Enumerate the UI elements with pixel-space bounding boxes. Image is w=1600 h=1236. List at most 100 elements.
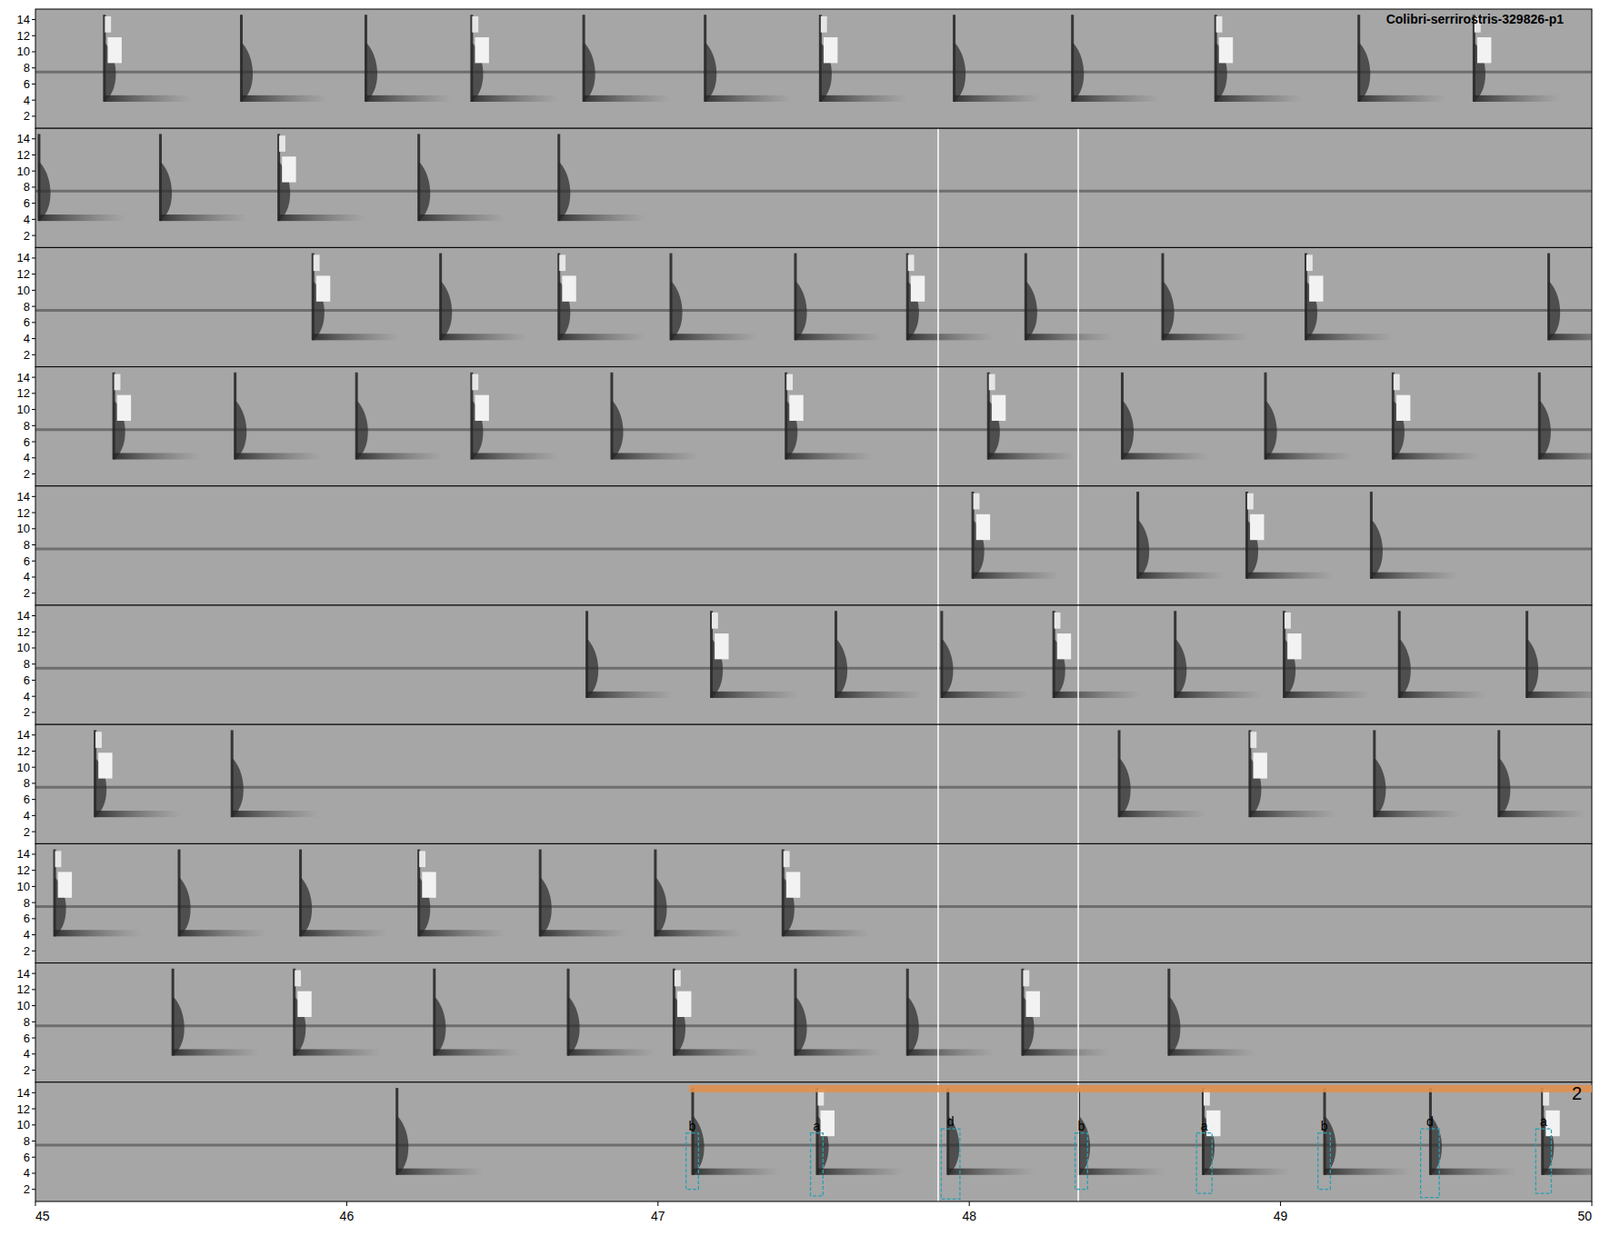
annotation-box (1318, 1133, 1331, 1190)
y-tick-label: 4 (23, 93, 30, 108)
y-tick-label: 14 (17, 1086, 30, 1100)
y-tick-label: 8 (23, 60, 30, 75)
y-tick-label: 4 (23, 690, 30, 704)
call-body (1358, 43, 1370, 102)
call-tail (1430, 1169, 1518, 1176)
annotation-label: 2 (1571, 1083, 1582, 1104)
call-body (418, 162, 430, 221)
y-tick (31, 799, 36, 800)
call-tail (940, 691, 1029, 699)
panel-frame (35, 128, 1592, 248)
panel-background (35, 724, 1592, 844)
y-tick-label: 8 (23, 1015, 30, 1030)
call-body (1119, 759, 1131, 818)
y-tick (31, 989, 36, 990)
call (690, 1088, 780, 1176)
y-tick (31, 290, 36, 291)
y-tick (31, 902, 36, 904)
panel: 2468101214 (17, 486, 1592, 606)
annotation-box (1420, 1129, 1440, 1198)
call (417, 133, 506, 221)
call-tail (907, 333, 995, 340)
call (1398, 610, 1487, 699)
y-tick-label: 8 (23, 419, 30, 433)
panel: 2468101214 (17, 843, 1592, 963)
box-label: a (813, 1119, 821, 1134)
y-tick (31, 441, 36, 443)
call (1167, 969, 1256, 1057)
call-highlight (1309, 275, 1323, 301)
y-tick (31, 457, 36, 459)
call-cap (471, 374, 479, 391)
y-tick (31, 576, 36, 578)
y-tick-label: 6 (23, 315, 30, 330)
call-body (704, 43, 717, 102)
call-body (568, 998, 580, 1057)
call-highlight (421, 871, 436, 898)
call-body (1548, 282, 1560, 341)
call-tail (1539, 452, 1592, 460)
y-tick-label: 4 (23, 570, 30, 584)
call-highlight (786, 871, 800, 898)
call-tail (1324, 1169, 1412, 1176)
box-label: b (689, 1119, 697, 1134)
call-tail (396, 1169, 484, 1176)
y-tick-label: 10 (17, 999, 30, 1013)
call-cap (294, 970, 301, 988)
marker-line (937, 1082, 940, 1202)
y-tick-label: 10 (17, 44, 30, 59)
y-tick (31, 154, 36, 156)
call (784, 372, 873, 460)
call-highlight (98, 752, 112, 779)
y-tick-label: 12 (17, 29, 30, 43)
box-label: a (1540, 1114, 1548, 1130)
call-cap (1393, 374, 1400, 391)
y-tick (31, 19, 36, 20)
y-tick (31, 680, 36, 681)
y-tick (31, 409, 36, 410)
panel-background (35, 486, 1592, 606)
call-tail (293, 1049, 381, 1056)
panel-frame (35, 605, 1592, 725)
call (1472, 14, 1561, 102)
y-tick-label: 10 (17, 283, 30, 298)
y-tick (31, 631, 36, 633)
call-cap (55, 850, 62, 868)
call-tail (710, 691, 799, 699)
y-tick-label: 4 (23, 809, 30, 823)
y-tick-label: 2 (23, 109, 30, 123)
y-tick-label: 12 (17, 386, 30, 400)
call-body (1174, 640, 1187, 699)
y-tick (31, 934, 36, 936)
call-tail (820, 95, 908, 102)
call (299, 850, 388, 938)
call-tail (240, 95, 329, 102)
y-tick (31, 1092, 36, 1094)
marker-line (937, 247, 940, 367)
call (793, 969, 882, 1057)
y-tick-label: 6 (23, 1031, 30, 1046)
call-body (440, 282, 452, 341)
y-tick (31, 663, 36, 665)
call-tail (704, 95, 792, 102)
call-cap (313, 254, 320, 271)
panel: 2468101214 (17, 724, 1592, 844)
call-highlight (474, 37, 489, 63)
panel-frame (35, 486, 1592, 606)
call-tail (1283, 691, 1371, 699)
call-body (160, 162, 172, 221)
panel-marks (35, 133, 1592, 221)
y-tick-label: 14 (17, 12, 30, 27)
y-tick (31, 918, 36, 920)
call-tail (1202, 1169, 1290, 1176)
y-tick (31, 592, 36, 594)
call (1391, 372, 1480, 460)
call-tail (558, 333, 646, 340)
call-body (1137, 520, 1150, 580)
panel: 2468101214 (17, 128, 1592, 248)
call-highlight (474, 395, 489, 421)
y-tick (31, 1070, 36, 1071)
y-tick (31, 1157, 36, 1159)
y-tick (31, 35, 36, 37)
x-tick-label: 50 (1577, 1209, 1592, 1224)
